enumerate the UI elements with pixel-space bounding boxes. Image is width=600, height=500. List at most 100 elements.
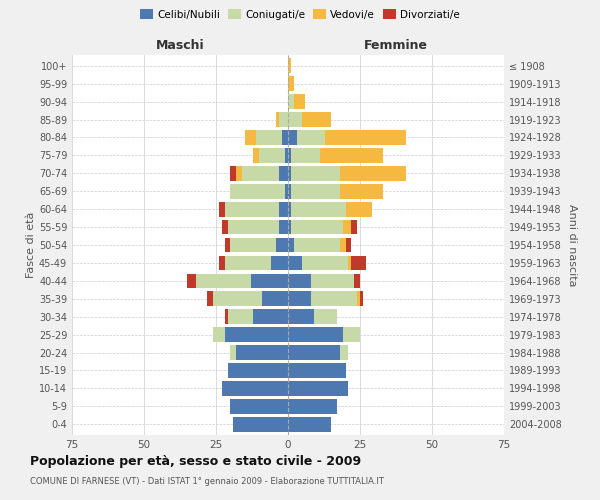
Bar [280, 220, 288, 234]
Bar [288, 184, 291, 198]
Bar [294, 94, 305, 109]
Bar [294, 238, 340, 252]
Bar [219, 202, 224, 216]
Bar [213, 328, 224, 342]
Bar [325, 130, 406, 145]
Bar [296, 130, 325, 145]
Bar [280, 202, 288, 216]
Bar [320, 148, 383, 162]
Bar [227, 363, 288, 378]
Bar [288, 148, 291, 162]
Bar [230, 184, 285, 198]
Bar [291, 184, 340, 198]
Bar [311, 274, 354, 288]
Bar [288, 292, 311, 306]
Bar [208, 292, 213, 306]
Bar [251, 274, 288, 288]
Bar [288, 399, 337, 413]
Bar [224, 256, 271, 270]
Bar [227, 220, 280, 234]
Bar [285, 184, 288, 198]
Bar [288, 166, 291, 180]
Text: Maschi: Maschi [155, 40, 205, 52]
Bar [343, 220, 352, 234]
Bar [288, 220, 291, 234]
Bar [354, 274, 360, 288]
Bar [340, 166, 406, 180]
Bar [357, 292, 360, 306]
Bar [233, 417, 288, 432]
Bar [340, 345, 349, 360]
Bar [187, 274, 196, 288]
Bar [302, 112, 331, 127]
Bar [222, 220, 227, 234]
Bar [291, 220, 343, 234]
Bar [288, 328, 343, 342]
Bar [230, 345, 236, 360]
Bar [224, 310, 227, 324]
Bar [288, 202, 291, 216]
Bar [302, 256, 349, 270]
Y-axis label: Anni di nascita: Anni di nascita [567, 204, 577, 286]
Bar [352, 256, 366, 270]
Bar [352, 220, 357, 234]
Text: COMUNE DI FARNESE (VT) - Dati ISTAT 1° gennaio 2009 - Elaborazione TUTTITALIA.IT: COMUNE DI FARNESE (VT) - Dati ISTAT 1° g… [30, 478, 384, 486]
Bar [282, 130, 288, 145]
Bar [288, 363, 346, 378]
Bar [259, 148, 285, 162]
Bar [224, 238, 230, 252]
Bar [230, 238, 277, 252]
Legend: Celibi/Nubili, Coniugati/e, Vedovi/e, Divorziati/e: Celibi/Nubili, Coniugati/e, Vedovi/e, Di… [136, 5, 464, 24]
Bar [224, 328, 288, 342]
Bar [349, 256, 352, 270]
Bar [288, 256, 302, 270]
Bar [311, 292, 357, 306]
Bar [288, 76, 294, 91]
Bar [262, 292, 288, 306]
Bar [288, 310, 314, 324]
Bar [291, 166, 340, 180]
Bar [340, 184, 383, 198]
Bar [280, 112, 288, 127]
Text: Popolazione per età, sesso e stato civile - 2009: Popolazione per età, sesso e stato civil… [30, 455, 361, 468]
Bar [288, 417, 331, 432]
Bar [236, 345, 288, 360]
Bar [288, 238, 294, 252]
Bar [288, 345, 340, 360]
Bar [288, 58, 291, 73]
Bar [288, 112, 302, 127]
Bar [222, 381, 288, 396]
Bar [346, 202, 371, 216]
Bar [288, 381, 349, 396]
Bar [213, 292, 262, 306]
Y-axis label: Fasce di età: Fasce di età [26, 212, 36, 278]
Bar [277, 112, 280, 127]
Bar [346, 238, 352, 252]
Bar [227, 310, 253, 324]
Bar [291, 202, 346, 216]
Bar [360, 292, 363, 306]
Bar [245, 130, 256, 145]
Bar [288, 94, 294, 109]
Bar [271, 256, 288, 270]
Bar [280, 166, 288, 180]
Text: Femmine: Femmine [364, 40, 428, 52]
Bar [288, 274, 311, 288]
Bar [340, 238, 346, 252]
Bar [196, 274, 251, 288]
Bar [230, 399, 288, 413]
Bar [288, 130, 296, 145]
Bar [224, 202, 280, 216]
Bar [291, 148, 320, 162]
Bar [219, 256, 224, 270]
Bar [256, 130, 282, 145]
Bar [314, 310, 337, 324]
Bar [242, 166, 280, 180]
Bar [285, 148, 288, 162]
Bar [253, 148, 259, 162]
Bar [253, 310, 288, 324]
Bar [230, 166, 236, 180]
Bar [277, 238, 288, 252]
Bar [236, 166, 242, 180]
Bar [343, 328, 360, 342]
